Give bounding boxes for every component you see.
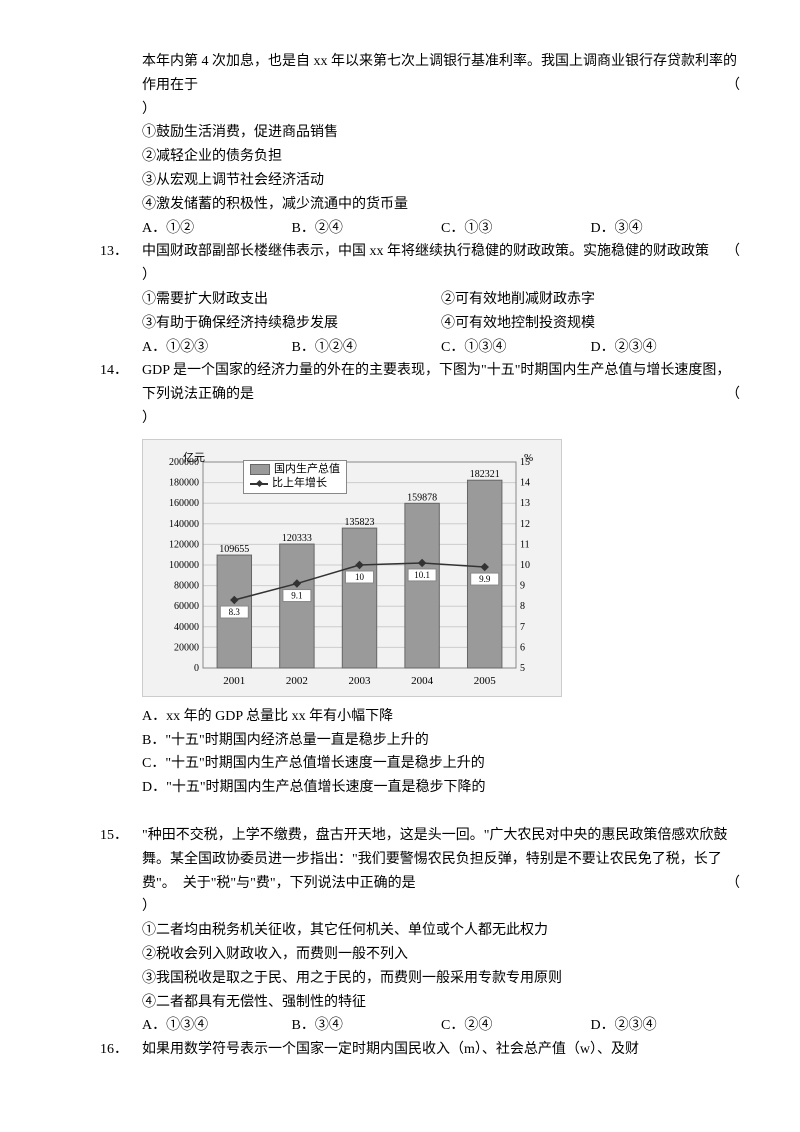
svg-text:13: 13 [520,498,530,509]
q16-num: 16． [100,1038,142,1062]
q12-options: A．①② B．②④ C．①③ D．③④ [100,217,740,241]
svg-text:8: 8 [520,601,525,612]
q13-row2: ③有助于确保经济持续稳步发展④可有效地控制投资规模 [100,312,740,336]
q12-stem: 本年内第 4 次加息，也是自 xx 年以来第七次上调银行基准利率。我国上调商业银… [100,50,740,98]
q14-chart: 国内生产总值 比上年增长 0 20000 40000 60000 80000 100000… [142,439,562,697]
svg-text:7: 7 [520,622,525,633]
svg-text:2005: 2005 [474,675,497,687]
svg-text:亿元: 亿元 [183,451,205,464]
q15-oB: B．③④ [292,1014,442,1038]
svg-text:159878: 159878 [407,492,437,503]
q16-body: 如果用数学符号表示一个国家一定时期内国民收入（m）、社会总产值（w）、及财 [142,1038,740,1062]
svg-text:135823: 135823 [345,517,375,528]
q14: 14． GDP 是一个国家的经济力量的外在的主要表现，下图为"十五"时期国内生产… [100,359,740,407]
q15-oC: C．②④ [441,1014,591,1038]
legend-bar-icon [250,464,270,475]
svg-text:8.3: 8.3 [229,607,241,617]
svg-text:5: 5 [520,663,525,674]
q14-oD: D．"十五"时期国内生产总值增长速度一直是稳步下降的 [100,776,740,800]
svg-text:11: 11 [520,539,530,550]
q12-s3: ③从宏观上调节社会经济活动 [100,169,740,193]
q12-oC: C．①③ [441,217,591,241]
q12-paren: （ [726,74,740,98]
svg-text:60000: 60000 [174,601,199,612]
svg-text:182321: 182321 [470,469,500,480]
q13-oC: C．①③④ [441,336,591,360]
q16: 16． 如果用数学符号表示一个国家一定时期内国民收入（m）、社会总产值（w）、及… [100,1038,740,1062]
q12-s2: ②减轻企业的债务负担 [100,145,740,169]
svg-text:9.1: 9.1 [291,590,302,600]
q15-paren2-row: ） [100,895,740,919]
svg-text:180000: 180000 [169,477,199,488]
q12-paren2-row: ） [100,98,740,122]
q15-num: 15． [100,824,142,895]
q13-options: A．①②③ B．①②④ C．①③④ D．②③④ [100,336,740,360]
legend-line-icon [250,483,268,485]
svg-text:9: 9 [520,580,525,591]
q12-s4: ④激发储蓄的积极性，减少流通中的货币量 [100,193,740,217]
q14-chart-wrap: 国内生产总值 比上年增长 0 20000 40000 60000 80000 100000… [100,439,740,697]
svg-text:120333: 120333 [282,533,312,544]
q15-body: "种田不交税，上学不缴费，盘古开天地，这是头一回。"广大农民对中央的惠民政策倍感… [142,824,740,895]
q13-oB: B．①②④ [292,336,442,360]
q13-oD: D．②③④ [591,336,741,360]
q13-num: 13． [100,240,142,264]
svg-text:10: 10 [355,572,365,582]
q14-paren2-row: ） [100,407,740,431]
svg-text:12: 12 [520,519,530,530]
q14-paren: （ [726,383,740,407]
svg-text:10.1: 10.1 [414,570,430,580]
q12-s1: ①鼓励生活消费，促进商品销售 [100,121,740,145]
q12-oD: D．③④ [591,217,741,241]
svg-text:40000: 40000 [174,622,199,633]
q15-s3: ③我国税收是取之于民、用之于民的，而费则一般采用专款专用原则 [100,967,740,991]
q13: 13． 中国财政部副部长楼继伟表示，中国 xx 年将继续执行稳健的财政政策。实施… [100,240,740,264]
q15: 15． "种田不交税，上学不缴费，盘古开天地，这是头一回。"广大农民对中央的惠民… [100,824,740,895]
svg-text:10: 10 [520,560,530,571]
q13-body: 中国财政部副部长楼继伟表示，中国 xx 年将继续执行稳健的财政政策。实施稳健的财… [142,240,740,264]
q13-row1: ①需要扩大财政支出②可有效地削减财政赤字 [100,288,740,312]
chart-svg: 0 20000 40000 60000 80000 100000 120000 140000 1… [153,450,551,690]
q15-oD: D．②③④ [591,1014,741,1038]
svg-text:100000: 100000 [169,560,199,571]
svg-text:0: 0 [194,663,199,674]
q15-options: A．①③④ B．③④ C．②④ D．②③④ [100,1014,740,1038]
q15-oA: A．①③④ [142,1014,292,1038]
chart-legend: 国内生产总值 比上年增长 [243,460,347,494]
svg-text:14: 14 [520,477,530,488]
svg-text:%: % [524,452,533,464]
q12-oA: A．①② [142,217,292,241]
svg-text:2002: 2002 [286,675,308,687]
q15-paren: （ [726,872,740,896]
svg-text:2004: 2004 [411,675,434,687]
q15-s1: ①二者均由税务机关征收，其它任何机关、单位或个人都无此权力 [100,919,740,943]
spacer [100,800,740,824]
q13-oA: A．①②③ [142,336,292,360]
svg-text:140000: 140000 [169,519,199,530]
svg-text:80000: 80000 [174,580,199,591]
q12-pre: 本年内第 4 次加息，也是自 xx 年以来第七次上调银行基准利率。我国上调商业银… [142,54,737,93]
q14-oB: B．"十五"时期国内经济总量一直是稳步上升的 [100,729,740,753]
svg-text:2001: 2001 [223,675,245,687]
q14-oC: C．"十五"时期国内生产总值增长速度一直是稳步上升的 [100,752,740,776]
svg-text:160000: 160000 [169,498,199,509]
svg-text:9.9: 9.9 [479,574,491,584]
svg-text:6: 6 [520,642,525,653]
q14-body: GDP 是一个国家的经济力量的外在的主要表现，下图为"十五"时期国内生产总值与增… [142,359,740,407]
svg-text:109655: 109655 [219,544,249,555]
q15-s2: ②税收会列入财政收入，而费则一般不列入 [100,943,740,967]
svg-text:20000: 20000 [174,642,199,653]
q13-paren: （ [726,240,740,264]
q13-paren2-row: ） [100,264,740,288]
q15-s4: ④二者都具有无偿性、强制性的特征 [100,991,740,1015]
svg-text:2003: 2003 [349,675,372,687]
svg-text:120000: 120000 [169,539,199,550]
q12-oB: B．②④ [292,217,442,241]
legend-line: 比上年增长 [250,477,340,491]
q14-oA: A．xx 年的 GDP 总量比 xx 年有小幅下降 [100,705,740,729]
q14-num: 14． [100,359,142,407]
